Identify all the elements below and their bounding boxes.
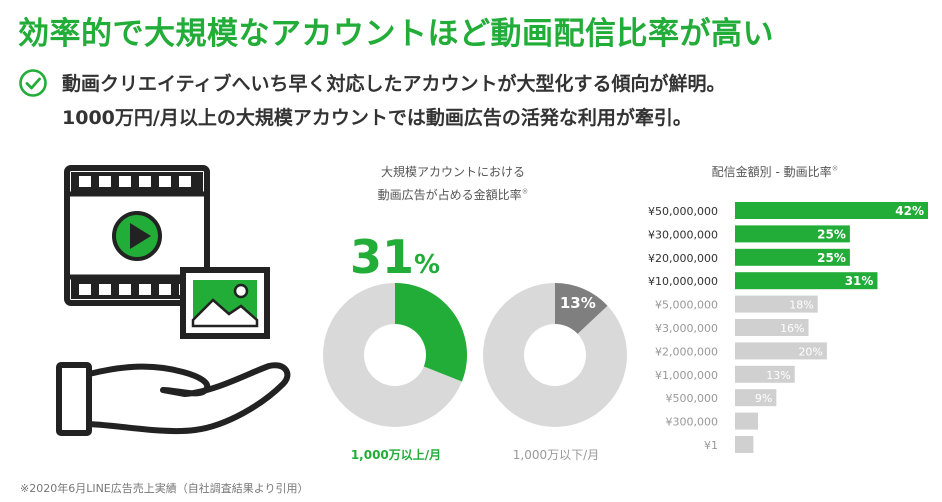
subtitle-line-2: 1000万円/月以上の大規模アカウントでは動画広告の活発な利用が牽引。 — [62, 107, 692, 129]
large-percentage-unit: % — [414, 250, 441, 280]
footnote: ※2020年6月LINE広告売上実績（自社調査結果より引用） — [20, 482, 309, 495]
bar-category-label: ¥300,000 — [666, 416, 719, 429]
donut-label-large: 1,000万以上/月 — [350, 448, 442, 462]
subtitle-line-1: 動画クリエイティブへいち早く対応したアカウントが大型化する傾向が鮮明。 — [62, 73, 726, 95]
bar — [735, 319, 809, 336]
donut-charts: 13% — [323, 283, 627, 427]
bar-value-label: 18% — [789, 299, 813, 312]
bar-category-label: ¥1 — [704, 439, 718, 452]
large-percentage: 31% — [350, 230, 440, 284]
bar-value-label: 16% — [780, 322, 804, 335]
donut-hole-small — [524, 324, 586, 386]
donut-value-label-small: 13% — [560, 294, 596, 312]
bar-category-label: ¥30,000,000 — [648, 228, 718, 241]
donut-caption-note-mark: ※ — [521, 187, 529, 196]
bar-value-label: 9% — [755, 392, 772, 405]
bar-category-label: ¥20,000,000 — [648, 252, 718, 265]
bar-value-label: 31% — [845, 274, 874, 288]
bar-category-label: ¥3,000,000 — [655, 322, 718, 335]
donut-caption-line2-text: 動画広告が占める金額比率 — [377, 188, 522, 202]
bar — [735, 436, 754, 453]
bar-chart-title-note-mark: ※ — [831, 164, 839, 173]
bar — [735, 202, 928, 219]
bar-category-label: ¥50,000,000 — [648, 205, 718, 218]
bar-chart-title-text: 配信金額別 - 動画比率 — [711, 165, 832, 179]
bar — [735, 225, 850, 243]
page-title: 効率的で大規模なアカウントほど動画配信比率が高い — [18, 16, 774, 52]
bar-chart-title: 配信金額別 - 動画比率※ — [690, 163, 860, 180]
bar — [735, 412, 758, 430]
bar-category-label: ¥10,000,000 — [648, 275, 718, 288]
bar-category-label: ¥5,000,000 — [655, 299, 718, 312]
donut-hole-large — [364, 324, 426, 386]
bar-category-label: ¥500,000 — [666, 392, 719, 405]
donut-label-small: 1,000万以下/月 — [512, 448, 600, 462]
hand-icon — [56, 362, 291, 436]
bar — [735, 248, 850, 266]
bar-value-label: 42% — [895, 204, 924, 218]
video-ad-illustration — [56, 165, 291, 436]
bar-value-label: 25% — [817, 251, 846, 265]
donut-caption-line1: 大規模アカウントにおける — [380, 165, 525, 179]
large-percentage-value: 31 — [350, 230, 415, 284]
bar — [735, 272, 878, 290]
bar-category-label: ¥2,000,000 — [655, 345, 718, 358]
bar-category-label: ¥1,000,000 — [655, 369, 718, 382]
bar — [735, 295, 818, 313]
bar-chart: ¥50,000,000 42% ¥30,000,000 25% ¥20,000,000 2… — [648, 202, 928, 453]
check-circle-icon — [19, 69, 47, 97]
bar — [735, 365, 795, 383]
play-icon — [112, 211, 162, 261]
bar-value-label: 25% — [817, 227, 846, 241]
bar — [735, 342, 827, 360]
bar — [735, 389, 777, 407]
donut-caption-line2: 動画広告が占める金額比率※ — [328, 182, 578, 205]
image-icon — [180, 267, 270, 339]
bar-value-label: 20% — [798, 345, 822, 358]
bar-value-label: 13% — [766, 369, 790, 382]
